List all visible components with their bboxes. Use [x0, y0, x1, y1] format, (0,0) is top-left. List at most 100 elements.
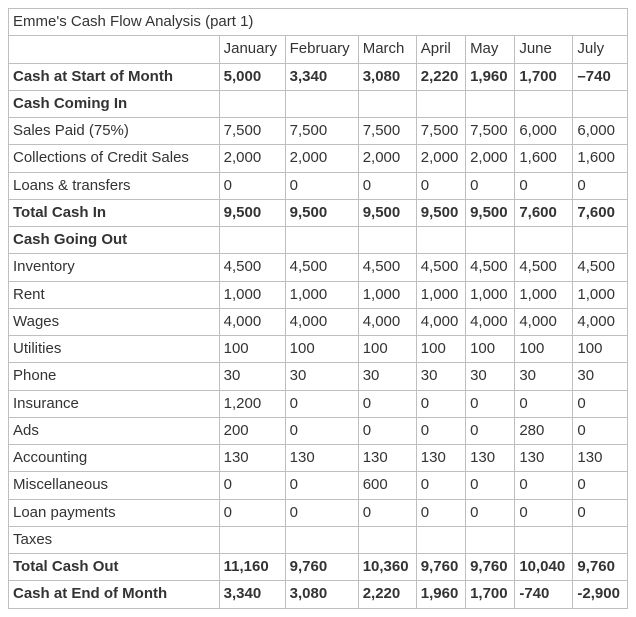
value-cell: 1,960 [466, 63, 515, 90]
row-label: Ads [9, 417, 220, 444]
value-cell: 1,000 [285, 281, 358, 308]
value-cell: 0 [573, 172, 628, 199]
value-cell: 100 [358, 336, 416, 363]
value-cell: 9,760 [573, 554, 628, 581]
value-cell: 0 [515, 390, 573, 417]
value-cell: -740 [515, 581, 573, 608]
value-cell: 3,080 [285, 581, 358, 608]
row-label: Loan payments [9, 499, 220, 526]
value-cell [285, 526, 358, 553]
value-cell: 0 [219, 499, 285, 526]
value-cell: 1,000 [416, 281, 465, 308]
value-cell [285, 227, 358, 254]
value-cell: 10,040 [515, 554, 573, 581]
value-cell: 4,500 [515, 254, 573, 281]
value-cell: 4,500 [219, 254, 285, 281]
row-label: Cash at Start of Month [9, 63, 220, 90]
value-cell: 4,000 [466, 308, 515, 335]
header-blank [9, 36, 220, 63]
row-label: Miscellaneous [9, 472, 220, 499]
row-label: Wages [9, 308, 220, 335]
value-cell: 4,500 [416, 254, 465, 281]
table-row: Collections of Credit Sales2,0002,0002,0… [9, 145, 628, 172]
value-cell: 1,000 [573, 281, 628, 308]
value-cell: 4,000 [219, 308, 285, 335]
value-cell: 0 [573, 499, 628, 526]
value-cell: 2,220 [358, 581, 416, 608]
value-cell: 4,000 [416, 308, 465, 335]
table-row: Wages4,0004,0004,0004,0004,0004,0004,000 [9, 308, 628, 335]
value-cell: 6,000 [515, 118, 573, 145]
value-cell: 130 [416, 445, 465, 472]
table-row: Sales Paid (75%)7,5007,5007,5007,5007,50… [9, 118, 628, 145]
value-cell: 30 [416, 363, 465, 390]
value-cell: 7,500 [358, 118, 416, 145]
value-cell: 4,500 [466, 254, 515, 281]
table-row: Inventory4,5004,5004,5004,5004,5004,5004… [9, 254, 628, 281]
row-label: Utilities [9, 336, 220, 363]
value-cell: 0 [285, 472, 358, 499]
value-cell: 0 [285, 417, 358, 444]
value-cell: 30 [358, 363, 416, 390]
value-cell: 1,000 [515, 281, 573, 308]
value-cell [416, 526, 465, 553]
value-cell: 0 [466, 417, 515, 444]
value-cell [466, 526, 515, 553]
table-title: Emme's Cash Flow Analysis (part 1) [9, 9, 628, 36]
value-cell: 1,960 [416, 581, 465, 608]
value-cell: 4,000 [285, 308, 358, 335]
value-cell: 0 [416, 472, 465, 499]
value-cell: 30 [466, 363, 515, 390]
value-cell: 7,500 [416, 118, 465, 145]
value-cell: 2,000 [416, 145, 465, 172]
cashflow-table: Emme's Cash Flow Analysis (part 1)Januar… [8, 8, 628, 609]
value-cell: 130 [466, 445, 515, 472]
value-cell: 9,500 [466, 199, 515, 226]
value-cell: 2,000 [219, 145, 285, 172]
value-cell: 1,600 [515, 145, 573, 172]
value-cell: 7,600 [515, 199, 573, 226]
value-cell: –740 [573, 63, 628, 90]
value-cell [358, 90, 416, 117]
value-cell: 0 [416, 172, 465, 199]
table-row: Loans & transfers0000000 [9, 172, 628, 199]
value-cell: 0 [466, 472, 515, 499]
row-label: Phone [9, 363, 220, 390]
value-cell: 1,600 [573, 145, 628, 172]
value-cell: 100 [573, 336, 628, 363]
value-cell [219, 90, 285, 117]
table-row: Taxes [9, 526, 628, 553]
value-cell [573, 227, 628, 254]
value-cell: 9,760 [466, 554, 515, 581]
value-cell: 0 [219, 172, 285, 199]
table-row: Ads20000002800 [9, 417, 628, 444]
table-row: Insurance1,200000000 [9, 390, 628, 417]
value-cell [466, 90, 515, 117]
table-body: Emme's Cash Flow Analysis (part 1)Januar… [9, 9, 628, 609]
value-cell: 4,500 [358, 254, 416, 281]
value-cell: 2,220 [416, 63, 465, 90]
title-row: Emme's Cash Flow Analysis (part 1) [9, 9, 628, 36]
value-cell: 4,000 [515, 308, 573, 335]
value-cell: 30 [219, 363, 285, 390]
table-row: Loan payments0000000 [9, 499, 628, 526]
row-label: Cash Going Out [9, 227, 220, 254]
table-row: Total Cash Out11,1609,76010,3609,7609,76… [9, 554, 628, 581]
value-cell: 0 [285, 390, 358, 417]
value-cell [515, 227, 573, 254]
value-cell: 0 [285, 499, 358, 526]
value-cell [219, 526, 285, 553]
value-cell: 9,760 [285, 554, 358, 581]
value-cell [358, 227, 416, 254]
value-cell: 6,000 [573, 118, 628, 145]
value-cell: 130 [515, 445, 573, 472]
value-cell: 0 [358, 172, 416, 199]
value-cell: 0 [573, 417, 628, 444]
value-cell: 100 [219, 336, 285, 363]
value-cell: 30 [285, 363, 358, 390]
value-cell: 4,000 [573, 308, 628, 335]
value-cell: 0 [358, 499, 416, 526]
table-row: Utilities100100100100100100100 [9, 336, 628, 363]
value-cell: 3,340 [219, 581, 285, 608]
value-cell [358, 526, 416, 553]
